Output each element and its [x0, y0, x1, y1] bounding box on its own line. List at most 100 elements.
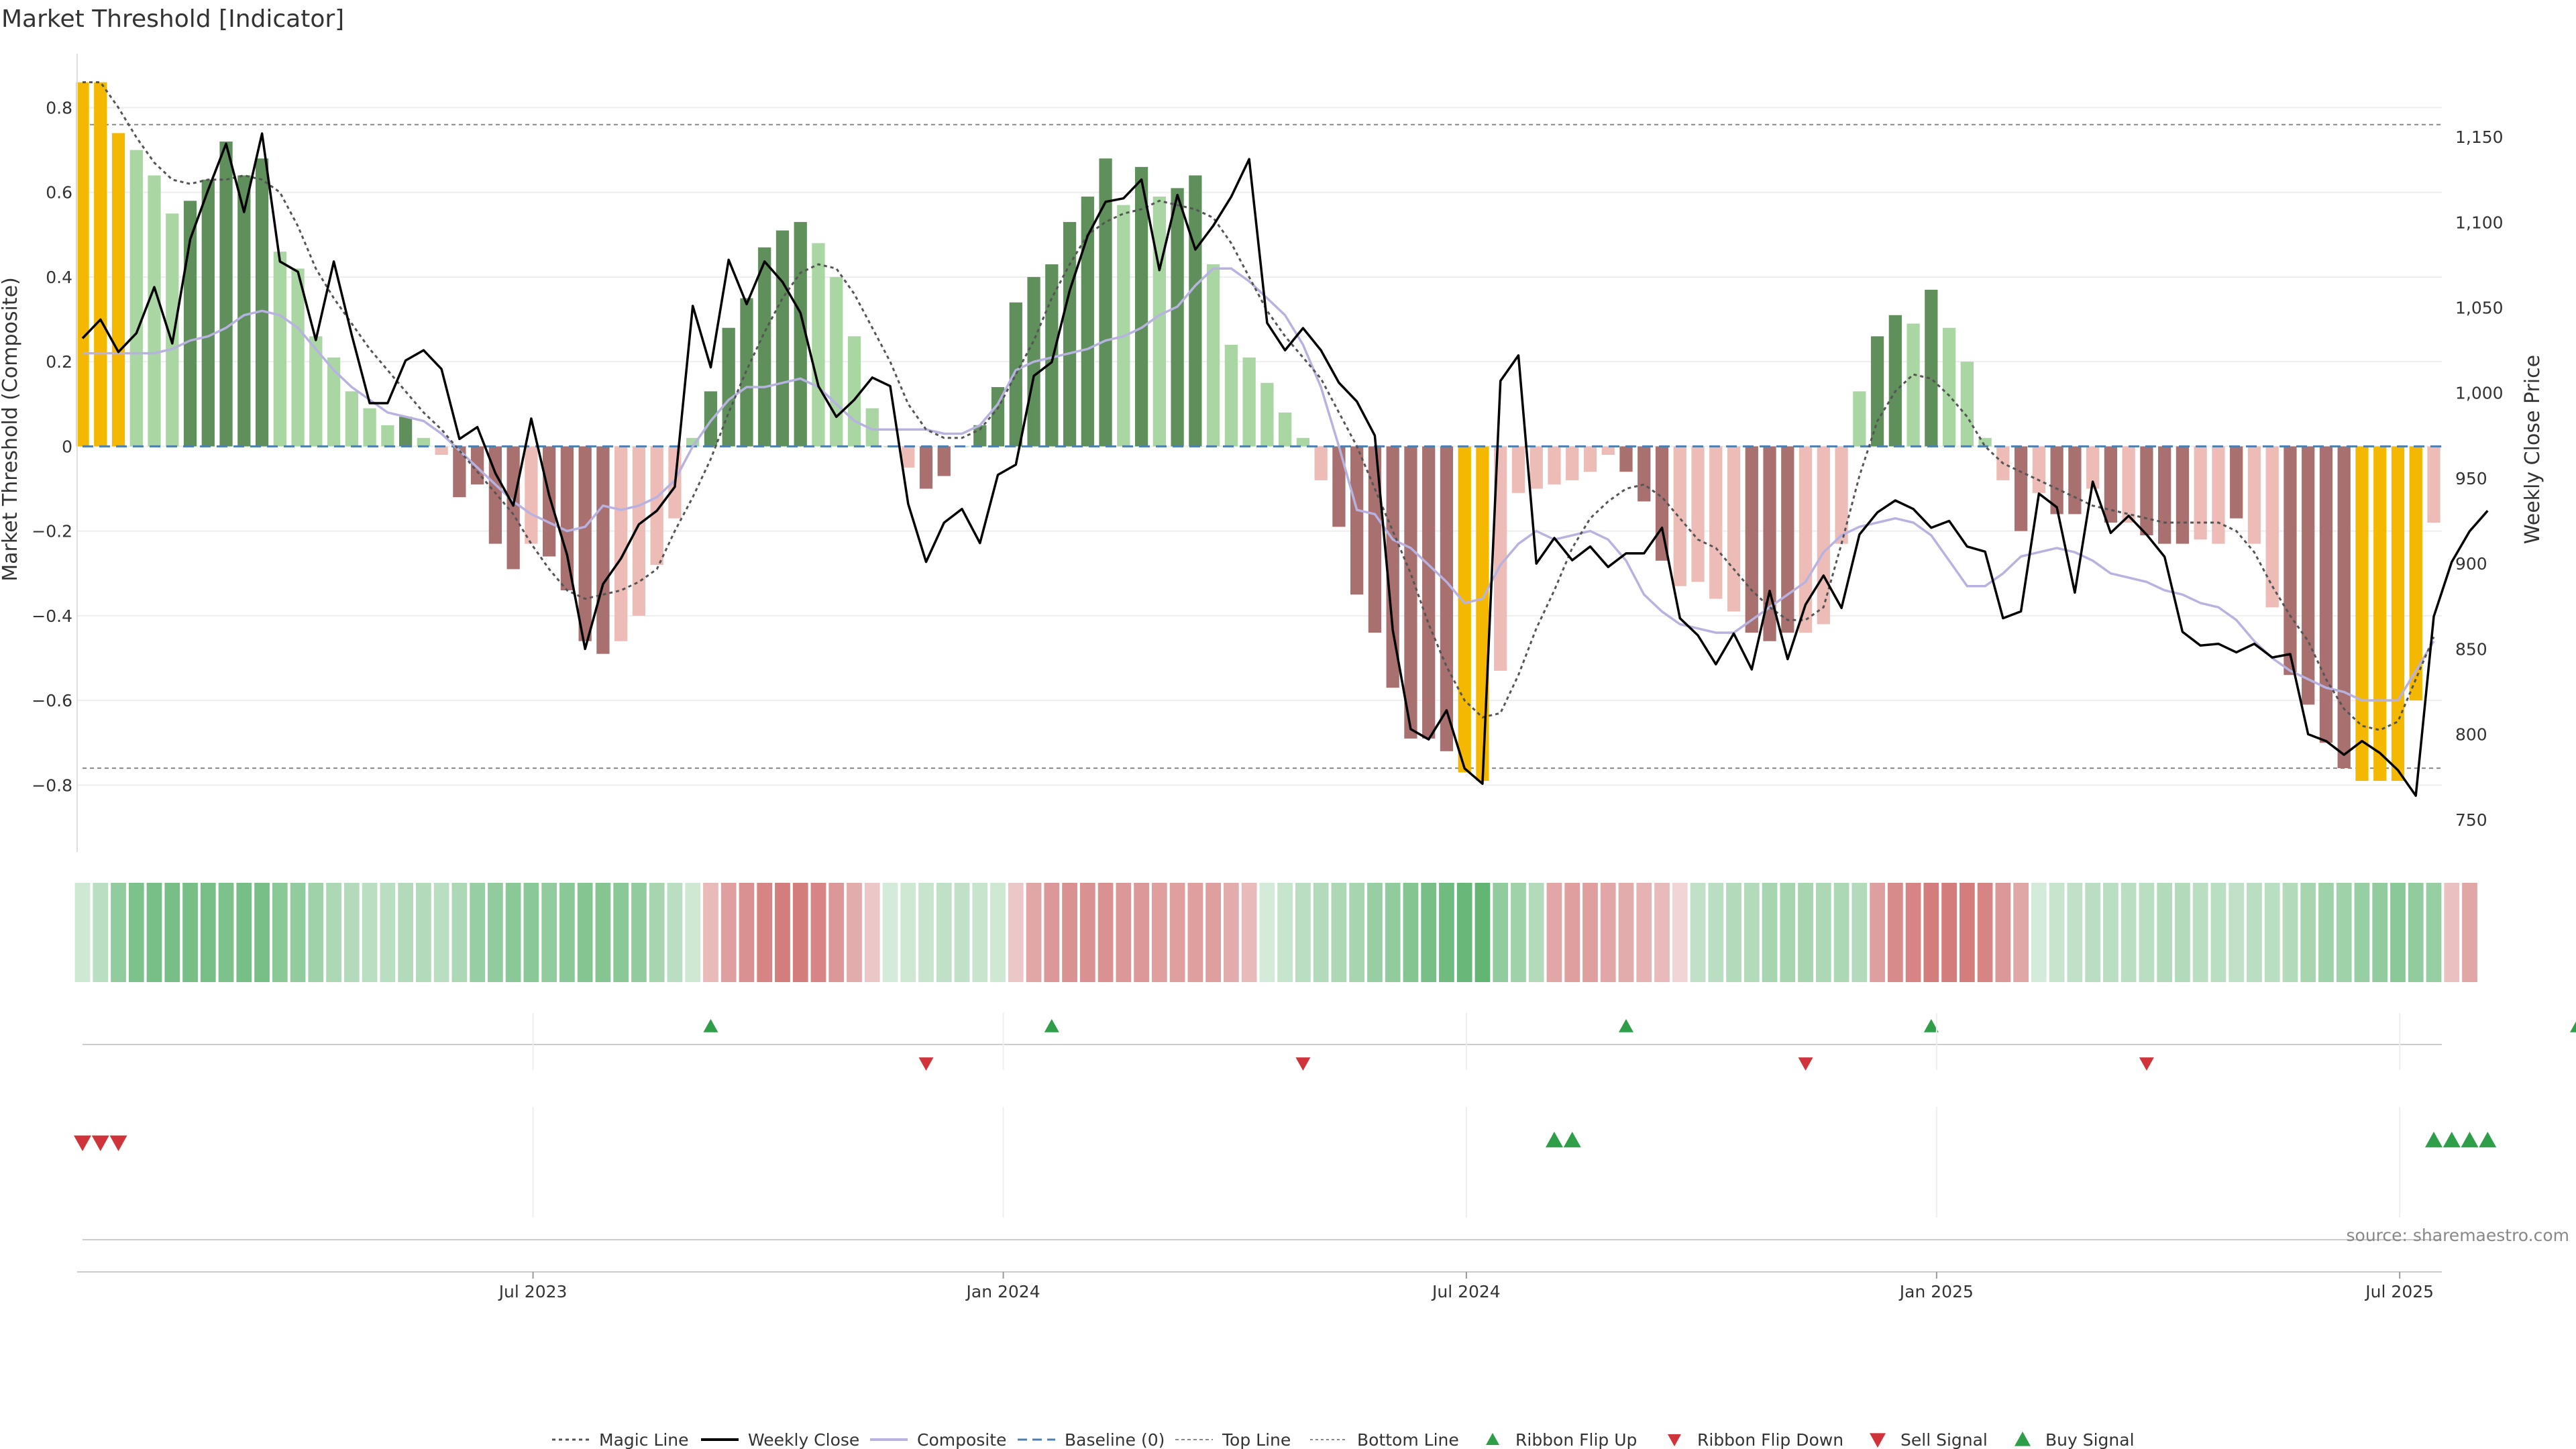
ribbon-flip-down-marker — [918, 1057, 934, 1071]
ribbon-cell — [1349, 883, 1365, 982]
ribbon-cell — [93, 883, 109, 982]
left-tick-label: −0.8 — [32, 775, 72, 795]
legend-label: Buy Signal — [2045, 1430, 2135, 1449]
ribbon-flip-down-marker — [1295, 1057, 1311, 1071]
bar — [973, 425, 987, 447]
bar — [1296, 437, 1310, 447]
bar — [470, 446, 484, 485]
right-tick-label: 1,150 — [2455, 127, 2504, 147]
ribbon-flip-up-marker — [1618, 1019, 1633, 1032]
bar — [2409, 446, 2422, 701]
right-tick-label: 1,000 — [2455, 384, 2504, 403]
buy-signal-marker — [1563, 1132, 1581, 1148]
ribbon-cell — [954, 883, 970, 982]
bar — [1242, 357, 1256, 447]
bar — [94, 82, 107, 447]
ribbon-cell — [1367, 883, 1383, 982]
bar — [488, 446, 502, 544]
ribbon-cell — [1313, 883, 1329, 982]
bar — [2212, 446, 2225, 544]
ribbon-cell — [685, 883, 701, 982]
ribbon-cell — [577, 883, 593, 982]
ribbon-cell — [415, 883, 431, 982]
bar — [2391, 446, 2405, 782]
ribbon-cell — [451, 883, 468, 982]
bar — [1081, 197, 1094, 447]
bar — [381, 425, 394, 447]
ribbon-cell — [1582, 883, 1598, 982]
bar — [2337, 446, 2351, 769]
ribbon-strip — [74, 883, 2477, 982]
ribbon-cell — [2157, 883, 2173, 982]
ribbon-cell — [864, 883, 880, 982]
bar — [812, 243, 825, 447]
ribbon-cell — [2318, 883, 2334, 982]
bar — [237, 175, 251, 447]
ribbon-cell — [1851, 883, 1868, 982]
bar — [76, 82, 89, 447]
bar — [1638, 446, 1651, 502]
legend-marker — [1486, 1433, 1499, 1445]
ribbon-cell — [847, 883, 862, 982]
bar — [560, 446, 574, 590]
legend-label: Ribbon Flip Down — [1697, 1430, 1843, 1449]
legend: Magic Line Weekly Close Composite Baseline … — [552, 1430, 2135, 1449]
ribbon-cell — [2067, 883, 2083, 982]
ribbon-cell — [2372, 883, 2388, 982]
bar — [1171, 188, 1184, 447]
ribbon-cell — [1205, 883, 1221, 982]
ribbon-cell — [1833, 883, 1849, 982]
ribbon-cell — [433, 883, 449, 982]
bar — [1476, 446, 1489, 782]
bar — [2032, 446, 2046, 493]
buy-signal-marker — [2443, 1132, 2461, 1148]
ribbon-cell — [218, 883, 234, 982]
ribbon-cell — [828, 883, 845, 982]
ribbon-cell — [1511, 883, 1526, 982]
buy-signal-marker — [1545, 1132, 1563, 1148]
bar — [1368, 446, 1382, 633]
bar — [453, 446, 466, 498]
bar — [2140, 446, 2153, 535]
ribbon-cell — [111, 883, 126, 982]
left-tick-label: −0.2 — [32, 522, 72, 541]
bar — [166, 213, 179, 447]
bar — [1691, 446, 1705, 582]
right-tick-label: 950 — [2455, 469, 2487, 488]
weekly-close-line — [81, 132, 2489, 797]
bar — [2319, 446, 2333, 743]
bar — [506, 446, 520, 570]
ribbon-cell — [541, 883, 557, 982]
ribbon-cell — [1959, 883, 1975, 982]
bar — [129, 150, 143, 447]
ribbon-cell — [613, 883, 629, 982]
legend-item: Composite — [870, 1430, 1006, 1449]
ribbon-cell — [2444, 883, 2460, 982]
bar — [830, 276, 843, 447]
right-axis: 1,150 1,100 1,050 1,000 950 900 850 800 750 — [2455, 127, 2504, 830]
legend-item: Ribbon Flip Down — [1668, 1430, 1843, 1449]
ribbon-flip-up-marker — [1923, 1019, 1939, 1032]
ribbon-cell — [128, 883, 144, 982]
bar — [273, 252, 286, 447]
bar — [596, 446, 610, 654]
ribbon-cell — [2013, 883, 2029, 982]
bar — [417, 437, 430, 447]
bar — [650, 446, 663, 566]
bar — [1817, 446, 1830, 625]
bar — [1404, 446, 1417, 739]
bar — [1260, 382, 1274, 447]
legend-marker — [2015, 1432, 2031, 1446]
bar — [578, 446, 592, 641]
bar — [363, 408, 376, 447]
ribbon-cell — [1636, 883, 1652, 982]
legend-item: Baseline (0) — [1018, 1430, 1165, 1449]
buy-signal-marker — [2425, 1132, 2443, 1148]
bar — [2014, 446, 2028, 531]
bar — [1655, 446, 1669, 561]
ribbon-cell — [2031, 883, 2047, 982]
ribbon-cell — [649, 883, 665, 982]
ribbon-cell — [1331, 883, 1347, 982]
ribbon-cell — [1798, 883, 1813, 982]
